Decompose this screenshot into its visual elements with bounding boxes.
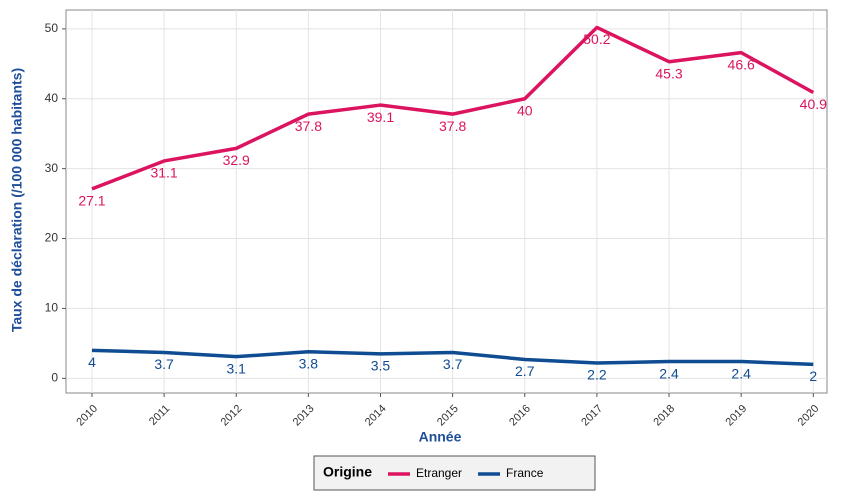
data-label: 3.7 <box>154 356 174 372</box>
y-tick-label: 30 <box>45 161 59 175</box>
x-tick-label: 2016 <box>507 403 533 429</box>
data-label: 37.8 <box>295 118 322 134</box>
data-label: 40.9 <box>800 96 827 112</box>
y-tick-label: 0 <box>51 370 58 384</box>
data-label: 39.1 <box>367 109 394 125</box>
x-tick-label: 2013 <box>291 403 317 429</box>
series-line <box>91 25 815 191</box>
data-label: 50.2 <box>583 31 610 47</box>
x-tick-label: 2019 <box>724 403 750 429</box>
x-tick-label: 2012 <box>219 403 245 429</box>
legend-box <box>313 455 596 491</box>
x-tick-label: 2018 <box>651 403 677 429</box>
legend-title: Origine <box>323 464 372 480</box>
data-label: 40 <box>517 102 533 118</box>
y-tick-label: 50 <box>45 21 59 35</box>
x-axis-title: Année <box>419 429 462 445</box>
legend-label: France <box>506 466 544 480</box>
x-tick-label: 2015 <box>435 403 461 429</box>
y-axis-title: Taux de déclaration (/100 000 habitants) <box>9 68 25 332</box>
data-label: 4 <box>88 354 96 370</box>
x-tick-label: 2010 <box>74 403 100 429</box>
data-label: 3.5 <box>371 358 391 374</box>
series-line <box>91 348 814 367</box>
data-label: 2.4 <box>731 365 751 381</box>
data-label: 45.3 <box>655 65 682 81</box>
x-tick-label: 2014 <box>363 403 389 429</box>
x-tick-label: 2011 <box>147 403 172 428</box>
data-label: 27.1 <box>78 193 105 209</box>
y-tick-label: 40 <box>45 91 59 105</box>
x-tick-label: 2020 <box>796 403 822 429</box>
y-tick-label: 20 <box>45 231 59 245</box>
plot-panel <box>65 9 828 394</box>
data-label: 2.4 <box>659 365 679 381</box>
data-label: 3.1 <box>226 360 246 376</box>
legend-label: Etranger <box>416 466 462 480</box>
data-label: 2 <box>809 368 817 384</box>
data-label: 37.8 <box>439 118 466 134</box>
data-label: 2.2 <box>587 367 607 383</box>
data-label: 32.9 <box>223 152 250 168</box>
x-tick-label: 2017 <box>579 403 605 429</box>
data-label: 46.6 <box>728 56 755 72</box>
data-label: 2.7 <box>515 363 535 379</box>
data-label: 3.7 <box>443 356 463 372</box>
data-label: 31.1 <box>150 165 177 181</box>
data-label: 3.8 <box>299 355 319 371</box>
y-tick-label: 10 <box>45 301 59 315</box>
